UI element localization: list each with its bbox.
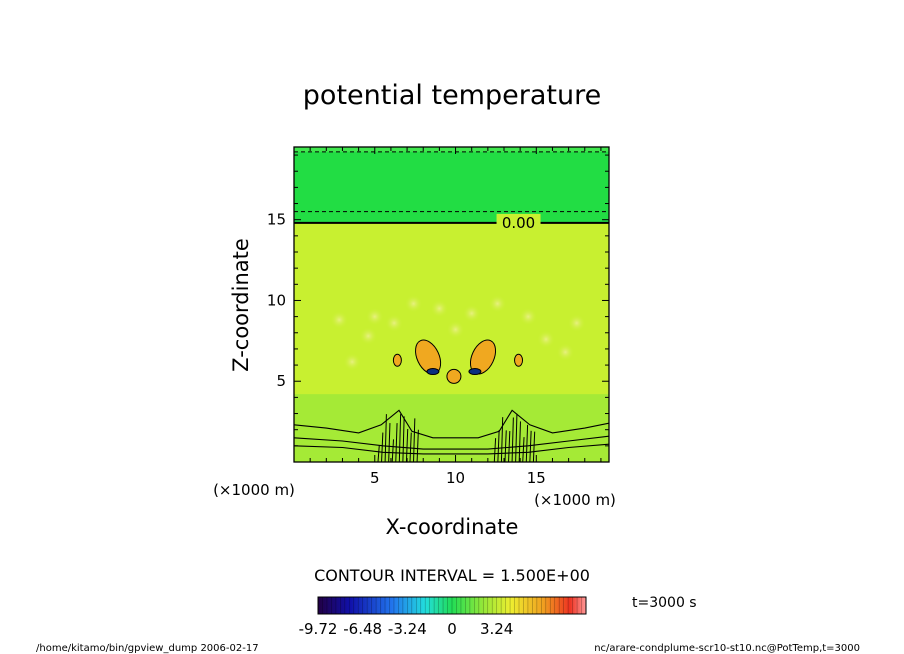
warm-anomaly bbox=[514, 353, 524, 367]
surface-contour-segment bbox=[416, 429, 419, 462]
speck bbox=[446, 320, 465, 339]
y-tick-label: 15 bbox=[267, 211, 286, 229]
x-tick-label: 5 bbox=[370, 469, 380, 487]
upper-green-band bbox=[294, 147, 609, 223]
warm-anomaly bbox=[392, 353, 402, 367]
surface-contour bbox=[294, 409, 609, 439]
surface-contour bbox=[294, 435, 609, 450]
x-unit-left: (×1000 m) bbox=[213, 481, 295, 499]
speck bbox=[488, 294, 507, 313]
contour-label: 0.00 bbox=[502, 214, 535, 232]
speck bbox=[343, 352, 362, 371]
axis-ticks bbox=[294, 147, 609, 462]
surface-contour-segment bbox=[518, 421, 521, 462]
speck bbox=[462, 304, 481, 323]
surface-contour-segment bbox=[511, 417, 514, 462]
speck bbox=[537, 330, 555, 349]
near-surface-band bbox=[294, 394, 609, 462]
thermal-anomalies bbox=[392, 339, 524, 384]
plot-frame bbox=[293, 146, 610, 463]
colorbar-gradient bbox=[317, 596, 587, 615]
surface-contours bbox=[294, 409, 609, 462]
x-unit-right: (×1000 m) bbox=[534, 491, 616, 509]
speck bbox=[359, 327, 378, 345]
surface-contour-segment bbox=[529, 430, 532, 462]
surface-contour-segment bbox=[381, 432, 384, 462]
colorbar-tick-label: -3.24 bbox=[388, 620, 427, 638]
colorbar-tick-label: 3.24 bbox=[480, 620, 513, 638]
surface-contour-segment bbox=[413, 418, 416, 462]
surface-contour-segment bbox=[405, 428, 409, 462]
speck bbox=[556, 343, 575, 362]
footer-left: /home/kitamo/bin/gpview_dump 2006-02-17 bbox=[36, 643, 259, 654]
surface-contour-segment bbox=[522, 437, 525, 462]
surface-contour-segment bbox=[493, 438, 497, 462]
upper-green-band-top bbox=[294, 147, 609, 152]
colorbar-tick-label: -9.72 bbox=[299, 620, 338, 638]
colorbar-stripes bbox=[322, 597, 582, 614]
surface-contour-segment bbox=[402, 416, 405, 462]
surface-contour-segment bbox=[384, 414, 387, 462]
surface-contour-segment bbox=[532, 431, 536, 462]
cold-anomaly bbox=[426, 368, 440, 376]
surface-contour-segment bbox=[409, 432, 412, 462]
colorbar: -9.72 -6.48 -3.24 0 3.24 bbox=[299, 596, 587, 638]
speck bbox=[430, 299, 449, 318]
y-axis-label: Z-coordinate bbox=[229, 238, 253, 372]
convective-specks bbox=[330, 294, 586, 371]
colorbar-tick-labels: -9.72 -6.48 -3.24 0 3.24 bbox=[299, 620, 514, 638]
surface-contour-segment bbox=[500, 417, 504, 462]
speck bbox=[404, 294, 423, 313]
y-tick-label: 10 bbox=[267, 291, 286, 309]
surface-contour-segment bbox=[395, 423, 398, 462]
contour-label-background bbox=[496, 213, 541, 231]
x-axis-label: X-coordinate bbox=[386, 515, 519, 539]
surface-contour-segment bbox=[391, 439, 395, 462]
x-tick-label: 10 bbox=[446, 469, 465, 487]
surface-contour-segment bbox=[377, 445, 380, 462]
contour-interval-text: CONTOUR INTERVAL = 1.500E+00 bbox=[314, 566, 590, 585]
surface-contour bbox=[294, 443, 609, 455]
speck bbox=[330, 310, 349, 329]
surface-contour-segment bbox=[504, 430, 507, 462]
surface-contour-segment bbox=[497, 429, 500, 462]
colorbar-tick-label: 0 bbox=[447, 620, 457, 638]
x-tick-label: 15 bbox=[527, 469, 546, 487]
chart-title: potential temperature bbox=[303, 80, 601, 111]
surface-contour-segment bbox=[508, 431, 511, 462]
y-tick-label: 5 bbox=[276, 372, 286, 390]
speck bbox=[365, 307, 384, 326]
plot-area bbox=[294, 147, 609, 462]
colorbar-tick-label: -6.48 bbox=[343, 620, 382, 638]
cold-anomaly bbox=[468, 368, 482, 376]
surface-contour-segment bbox=[388, 423, 391, 462]
speck bbox=[519, 307, 538, 326]
surface-contour-segment bbox=[515, 413, 518, 462]
speck bbox=[385, 314, 404, 333]
x-tick-labels: 5 10 15 bbox=[370, 469, 546, 487]
speck bbox=[567, 314, 586, 333]
footer-right: nc/arare-condplume-scr10-st10.nc@PotTemp… bbox=[594, 643, 860, 654]
warm-anomaly bbox=[446, 368, 462, 384]
time-label: t=3000 s bbox=[632, 595, 697, 611]
y-tick-labels: 5 10 15 bbox=[267, 211, 286, 391]
surface-contour-segment bbox=[525, 424, 529, 462]
surface-contour-segment bbox=[398, 414, 402, 462]
